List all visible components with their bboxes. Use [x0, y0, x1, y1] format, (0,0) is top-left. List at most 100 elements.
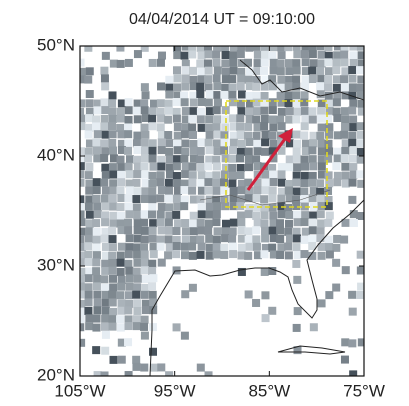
- pixel: [332, 83, 341, 92]
- pixel: [196, 46, 205, 52]
- pixel: [253, 67, 262, 76]
- pixel: [80, 307, 85, 316]
- pixel: [156, 171, 165, 180]
- pixel: [205, 146, 214, 155]
- pixel: [204, 219, 213, 228]
- pixel: [125, 234, 134, 243]
- pixel: [253, 178, 262, 187]
- pixel: [332, 243, 341, 252]
- pixel: [237, 218, 246, 227]
- pixel: [260, 250, 269, 259]
- pixel: [85, 186, 94, 195]
- pixel: [204, 371, 213, 376]
- pixel: [260, 91, 269, 100]
- pixel: [132, 178, 141, 187]
- pixel: [132, 362, 141, 371]
- pixel: [85, 227, 94, 236]
- pixel: [261, 178, 270, 187]
- pixel: [125, 274, 134, 283]
- pixel: [261, 314, 270, 323]
- pixel: [220, 243, 229, 252]
- pixel: [221, 50, 230, 59]
- pixel: [181, 235, 190, 244]
- pixel: [269, 211, 278, 220]
- pixel: [117, 282, 126, 291]
- pixel: [80, 155, 85, 164]
- pixel: [317, 194, 326, 203]
- pixel: [317, 139, 326, 148]
- pixel: [220, 138, 229, 147]
- pixel: [92, 314, 101, 323]
- pixel: [148, 210, 157, 219]
- pixel: [292, 99, 301, 108]
- pixel: [277, 98, 286, 107]
- pixel: [325, 211, 334, 220]
- pixel: [244, 154, 253, 163]
- pixel: [308, 218, 317, 227]
- pixel: [173, 122, 182, 131]
- pixel: [101, 163, 110, 172]
- pixel: [324, 58, 333, 67]
- pixel: [85, 139, 94, 148]
- pixel: [164, 194, 173, 203]
- pixel: [300, 218, 309, 227]
- pixel: [189, 91, 198, 100]
- pixel: [197, 75, 206, 84]
- pixel: [181, 147, 190, 156]
- pixel: [357, 179, 364, 188]
- pixel: [108, 130, 117, 139]
- pixel: [356, 170, 364, 179]
- pixel: [220, 170, 229, 179]
- pixel: [116, 46, 125, 52]
- pixel: [245, 46, 254, 52]
- pixel: [292, 130, 301, 139]
- pixel: [108, 91, 117, 100]
- pixel: [284, 203, 293, 212]
- pixel: [196, 82, 205, 91]
- pixel: [132, 322, 141, 331]
- pixel: [157, 186, 166, 195]
- pixel: [341, 67, 350, 76]
- pixel: [316, 210, 325, 219]
- pixel: [165, 155, 174, 164]
- pixel: [172, 250, 181, 259]
- pixel: [260, 114, 269, 123]
- pixel: [205, 243, 214, 252]
- pixel: [101, 346, 110, 355]
- pixel: [301, 139, 310, 148]
- pixel: [180, 155, 189, 164]
- pixel: [116, 107, 125, 116]
- pixel: [92, 186, 101, 195]
- pixel: [93, 298, 102, 307]
- pixel: [205, 107, 214, 116]
- pixel: [260, 106, 269, 115]
- pixel: [84, 130, 93, 139]
- pixel: [80, 275, 85, 284]
- pixel: [301, 82, 310, 91]
- pixel: [292, 187, 301, 196]
- pixel: [261, 226, 270, 235]
- pixel: [93, 202, 102, 211]
- arrow-head: [278, 128, 293, 143]
- pixel: [181, 59, 190, 68]
- pixel: [133, 162, 142, 171]
- pixel: [300, 98, 309, 107]
- pixel: [180, 186, 189, 195]
- pixel: [116, 155, 125, 164]
- pixel: [261, 234, 270, 243]
- pixel: [116, 291, 125, 300]
- pixel: [100, 178, 109, 187]
- pixel: [133, 131, 142, 140]
- pixel: [308, 194, 317, 203]
- pixel: [149, 250, 158, 259]
- pixel: [357, 99, 364, 108]
- pixel: [117, 139, 126, 148]
- pixel: [349, 210, 358, 219]
- pixel: [237, 67, 246, 76]
- pixel: [148, 107, 157, 116]
- pixel: [189, 227, 198, 236]
- pixel: [317, 59, 326, 68]
- pixel: [252, 75, 261, 84]
- pixel: [212, 139, 221, 148]
- pixel: [100, 74, 109, 83]
